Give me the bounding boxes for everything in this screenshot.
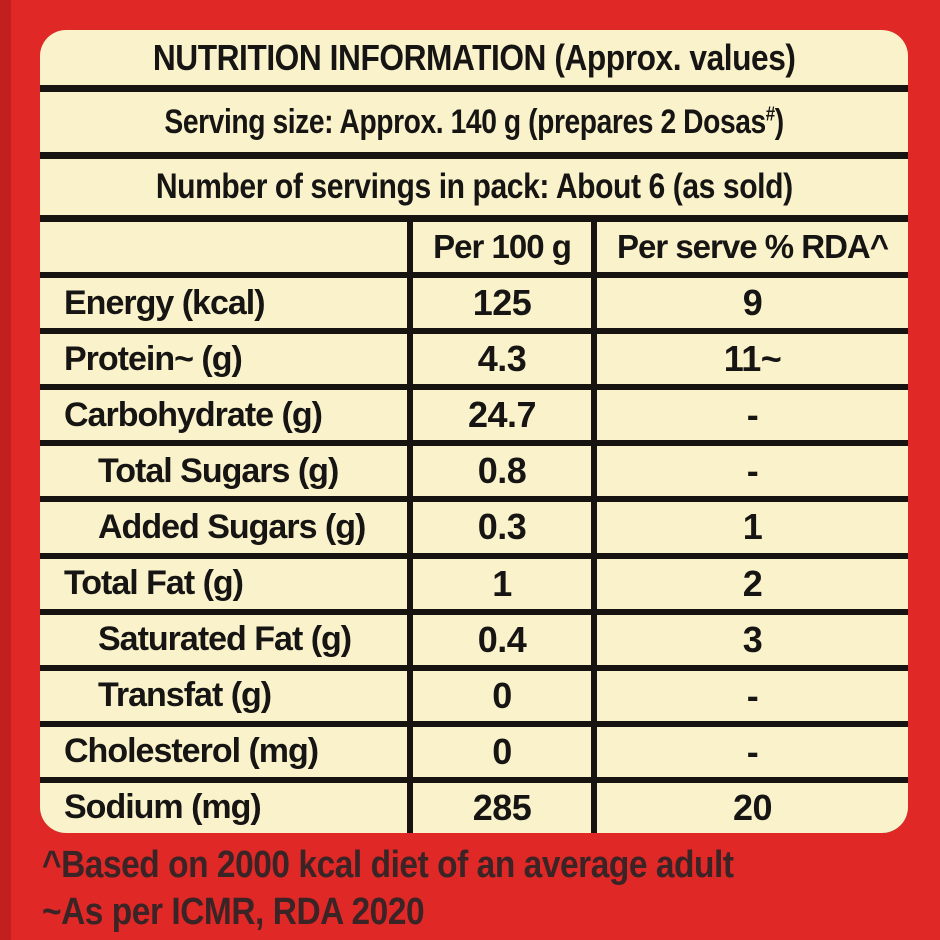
nutrition-table: Per 100 g Per serve % RDA^ Energy (kcal)… bbox=[40, 222, 908, 833]
nutrient-label-energy: Energy (kcal) bbox=[40, 278, 407, 329]
per-100g-value-added-sugars: 0.3 bbox=[413, 502, 591, 553]
footnote-rda-basis: ^Based on 2000 kcal diet of an average a… bbox=[42, 844, 734, 886]
nutrient-label-added-sugars: Added Sugars (g) bbox=[40, 502, 407, 553]
footnote-icmr: ~As per ICMR, RDA 2020 bbox=[42, 891, 425, 933]
nutrient-label-cholesterol: Cholesterol (mg) bbox=[40, 726, 407, 777]
per-100g-value-energy: 125 bbox=[413, 278, 591, 329]
nutrition-title: NUTRITION INFORMATION (Approx. values) bbox=[152, 36, 796, 78]
column-header-per-serve-rda: Per serve % RDA^ bbox=[597, 222, 908, 273]
per-serve-rda-value-total-sugars: - bbox=[597, 446, 908, 497]
nutrition-panel: NUTRITION INFORMATION (Approx. values) S… bbox=[40, 30, 908, 833]
per-serve-rda-value-transfat: - bbox=[597, 670, 908, 721]
per-100g-value-sodium: 285 bbox=[413, 782, 591, 833]
servings-in-pack-text: Number of servings in pack: About 6 (as … bbox=[155, 167, 793, 206]
servings-in-pack-bar: Number of servings in pack: About 6 (as … bbox=[40, 159, 908, 222]
per-100g-value-total-fat: 1 bbox=[413, 558, 591, 609]
nutrient-label-protein: Protein~ (g) bbox=[40, 334, 407, 385]
per-100g-value-saturated-fat: 0.4 bbox=[413, 614, 591, 665]
per-serve-rda-value-cholesterol: - bbox=[597, 726, 908, 777]
per-serve-rda-value-energy: 9 bbox=[597, 278, 908, 329]
per-serve-rda-value-total-fat: 2 bbox=[597, 558, 908, 609]
footnotes: ^Based on 2000 kcal diet of an average a… bbox=[42, 842, 828, 936]
column-header-per-100g: Per 100 g bbox=[413, 222, 591, 273]
per-100g-value-protein: 4.3 bbox=[413, 334, 591, 385]
serving-size-text: Serving size: Approx. 140 g (prepares 2 … bbox=[164, 102, 784, 142]
serving-size-superscript: # bbox=[765, 103, 775, 126]
per-serve-rda-value-added-sugars: 1 bbox=[597, 502, 908, 553]
per-100g-value-total-sugars: 0.8 bbox=[413, 446, 591, 497]
per-serve-rda-value-sodium: 20 bbox=[597, 782, 908, 833]
package-edge-shading bbox=[0, 0, 11, 940]
serving-size-prefix: Serving size: Approx. 140 g (prepares 2 … bbox=[164, 102, 766, 141]
serving-size-suffix: ) bbox=[774, 102, 784, 141]
per-100g-value-carbohydrate: 24.7 bbox=[413, 390, 591, 441]
nutrient-label-sodium: Sodium (mg) bbox=[40, 782, 407, 833]
nutrient-label-total-fat: Total Fat (g) bbox=[40, 558, 407, 609]
nutrition-title-bar: NUTRITION INFORMATION (Approx. values) bbox=[40, 30, 908, 92]
nutrient-label-carbohydrate: Carbohydrate (g) bbox=[40, 390, 407, 441]
per-serve-rda-value-protein: 11~ bbox=[597, 334, 908, 385]
per-100g-value-cholesterol: 0 bbox=[413, 726, 591, 777]
table-corner-cell bbox=[40, 222, 407, 273]
nutrient-label-total-sugars: Total Sugars (g) bbox=[40, 446, 407, 497]
nutrient-label-saturated-fat: Saturated Fat (g) bbox=[40, 614, 407, 665]
per-100g-value-transfat: 0 bbox=[413, 670, 591, 721]
nutrient-label-transfat: Transfat (g) bbox=[40, 670, 407, 721]
per-serve-rda-value-saturated-fat: 3 bbox=[597, 614, 908, 665]
per-serve-rda-value-carbohydrate: - bbox=[597, 390, 908, 441]
serving-size-bar: Serving size: Approx. 140 g (prepares 2 … bbox=[40, 92, 908, 159]
